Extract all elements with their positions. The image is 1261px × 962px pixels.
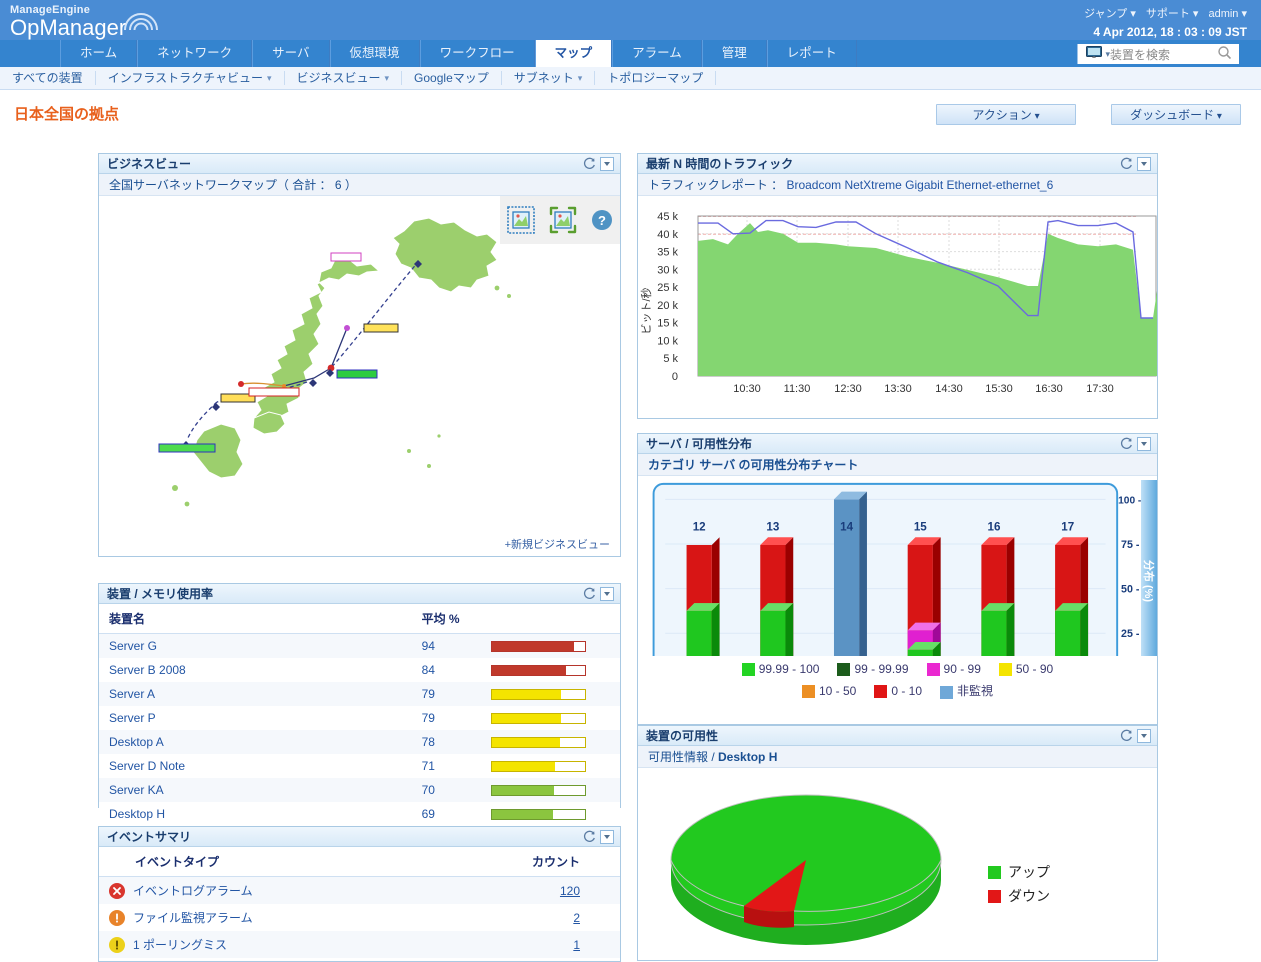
- svg-text:12: 12: [693, 520, 706, 533]
- svg-text:45 k: 45 k: [657, 211, 678, 223]
- svg-text:ビット/秒: ビット/秒: [639, 287, 653, 334]
- svg-text:20 k: 20 k: [657, 300, 678, 312]
- svg-text:14: 14: [840, 520, 853, 533]
- svg-text:75 -: 75 -: [1121, 539, 1140, 551]
- svg-text:13: 13: [766, 520, 779, 533]
- svg-text:17: 17: [1061, 520, 1074, 533]
- svg-text:アップ: アップ: [1008, 864, 1050, 880]
- svg-text:?: ?: [598, 213, 606, 228]
- svg-text:16:30: 16:30: [1035, 383, 1063, 395]
- svg-text:5 k: 5 k: [663, 353, 678, 365]
- svg-text:50 -: 50 -: [1121, 584, 1140, 596]
- svg-text:0: 0: [672, 371, 678, 383]
- svg-text:14:30: 14:30: [935, 383, 963, 395]
- svg-text:16: 16: [988, 520, 1001, 533]
- svg-text:100 -: 100 -: [1118, 495, 1141, 506]
- svg-text:15 k: 15 k: [657, 318, 678, 330]
- svg-text:12:30: 12:30: [834, 383, 862, 395]
- svg-text:10 k: 10 k: [657, 335, 678, 347]
- svg-text:25 k: 25 k: [657, 282, 678, 294]
- svg-text:30 k: 30 k: [657, 264, 678, 276]
- svg-text:40 k: 40 k: [657, 229, 678, 241]
- svg-text:15:30: 15:30: [985, 383, 1013, 395]
- svg-text:13:30: 13:30: [884, 383, 912, 395]
- svg-text:10:30: 10:30: [733, 383, 761, 395]
- svg-text:25 -: 25 -: [1121, 628, 1140, 640]
- svg-text:35 k: 35 k: [657, 247, 678, 259]
- svg-text:ダウン: ダウン: [1008, 888, 1050, 904]
- svg-text:11:30: 11:30: [784, 383, 811, 395]
- svg-text:15: 15: [914, 520, 927, 533]
- svg-text:17:30: 17:30: [1086, 383, 1114, 395]
